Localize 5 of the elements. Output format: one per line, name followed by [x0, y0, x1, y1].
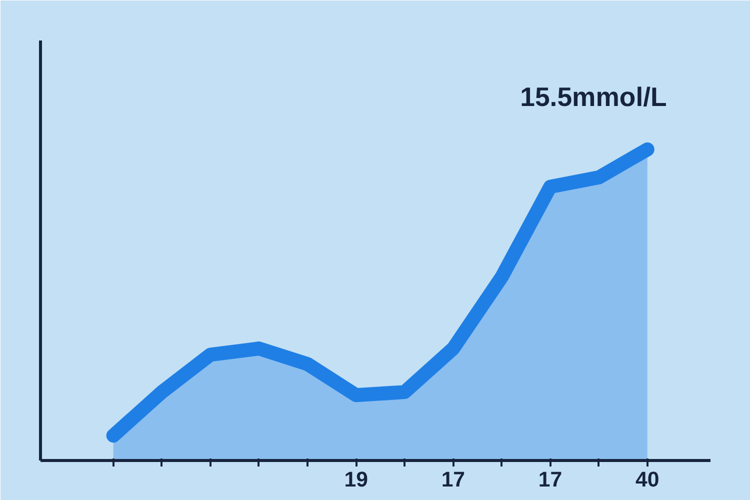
x-tick-label: 19: [344, 468, 368, 492]
x-tick-label: 40: [636, 468, 660, 492]
x-tick-label: 17: [441, 468, 466, 492]
x-tick-label: 17: [538, 468, 562, 492]
text: 15.5mmol/L: [520, 82, 667, 112]
